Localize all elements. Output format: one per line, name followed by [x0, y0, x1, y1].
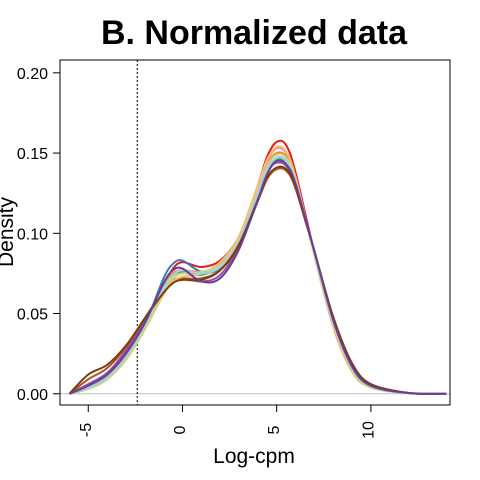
- y-tick-label: 0.20: [17, 66, 48, 83]
- x-axis-label: Log-cpm: [213, 445, 295, 468]
- density-line-10: [69, 156, 447, 395]
- plot-area: [60, 60, 450, 405]
- x-ticks: -5 0 5 10: [78, 405, 377, 439]
- y-ticks: 0.00 0.05 0.10 0.15 0.20: [17, 66, 60, 404]
- y-tick-label: 0.10: [17, 226, 48, 243]
- x-tick-label: 5: [266, 425, 283, 434]
- y-tick-label: 0.05: [17, 307, 48, 324]
- plot-frame: [59, 59, 451, 406]
- y-axis-label: Density: [0, 196, 18, 267]
- x-tick-label: -5: [78, 423, 95, 437]
- x-tick-label: 0: [172, 425, 189, 434]
- x-tick-label: 10: [360, 421, 377, 439]
- density-line-12: [69, 159, 447, 395]
- chart-title: B. Normalized data: [101, 14, 408, 52]
- y-tick-label: 0.00: [17, 387, 48, 404]
- y-tick-label: 0.15: [17, 146, 48, 163]
